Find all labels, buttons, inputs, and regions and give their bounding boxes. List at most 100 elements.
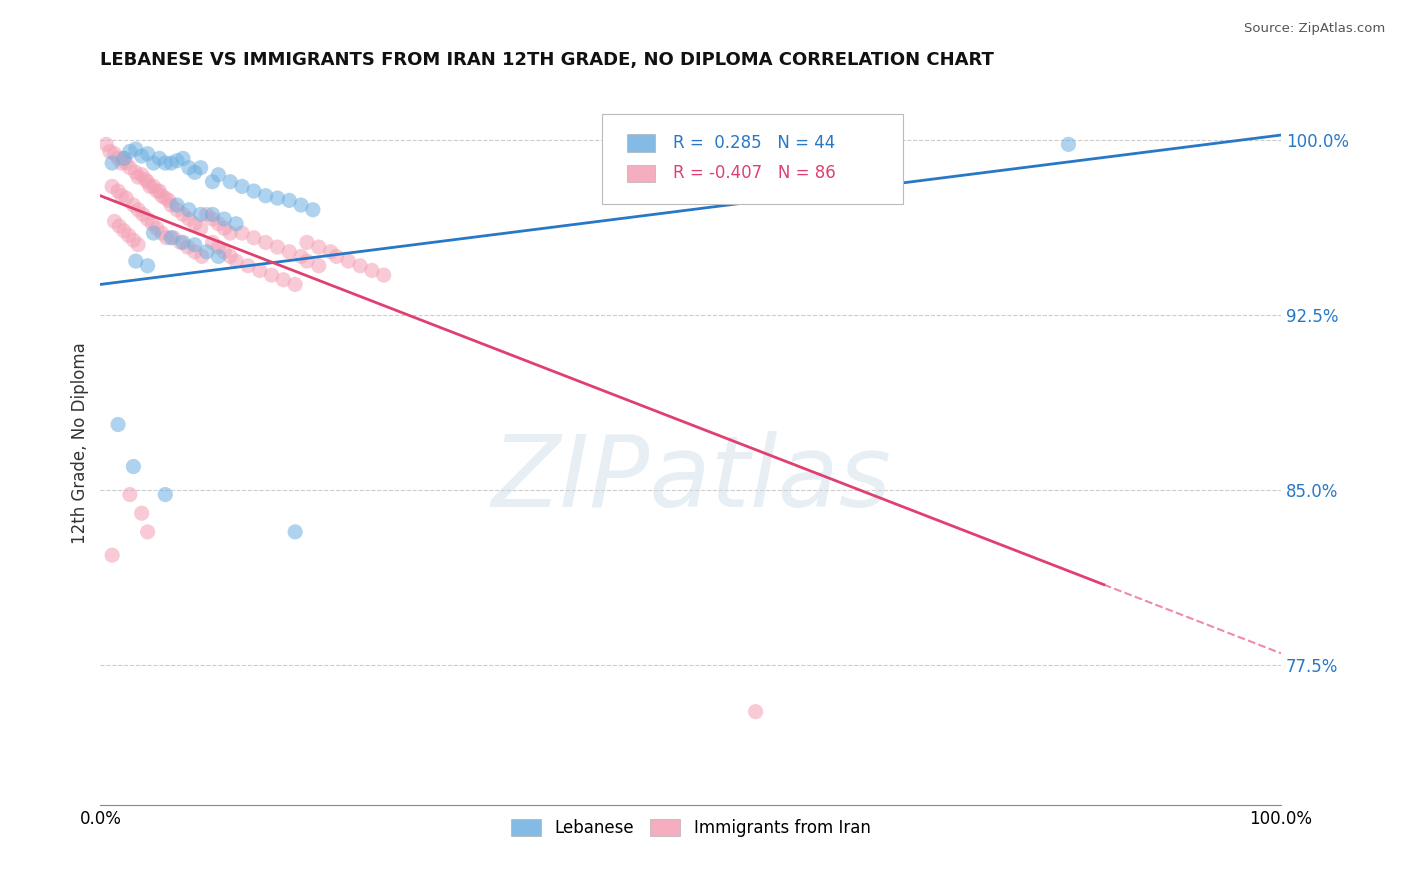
Point: [107, 152, 129, 166]
Point: [107, 417, 129, 432]
Point: [201, 235, 224, 250]
Point: [201, 207, 224, 221]
Point: [142, 226, 165, 240]
Point: [136, 524, 159, 539]
Point: [122, 198, 145, 212]
Point: [284, 277, 307, 292]
Text: ZIPatlas: ZIPatlas: [491, 431, 890, 528]
Text: R =  0.285   N = 44: R = 0.285 N = 44: [673, 134, 835, 152]
Point: [278, 194, 301, 208]
FancyBboxPatch shape: [627, 164, 655, 182]
Point: [184, 237, 207, 252]
FancyBboxPatch shape: [602, 114, 903, 204]
Point: [131, 506, 153, 520]
Point: [219, 175, 242, 189]
Point: [103, 214, 125, 228]
Point: [107, 184, 129, 198]
Point: [172, 207, 194, 221]
Point: [118, 228, 141, 243]
Point: [155, 191, 177, 205]
Point: [127, 202, 149, 217]
Point: [160, 231, 183, 245]
Point: [373, 268, 395, 282]
Point: [155, 487, 177, 501]
Point: [184, 244, 207, 259]
Point: [184, 165, 207, 179]
Point: [108, 219, 131, 233]
Point: [177, 240, 200, 254]
Point: [284, 524, 307, 539]
Point: [290, 198, 312, 212]
Point: [219, 249, 242, 263]
Point: [118, 161, 141, 175]
Point: [125, 254, 148, 268]
Text: R = -0.407   N = 86: R = -0.407 N = 86: [673, 164, 835, 182]
Point: [172, 235, 194, 250]
Point: [142, 156, 165, 170]
Point: [214, 244, 236, 259]
Point: [160, 156, 183, 170]
Point: [146, 184, 169, 198]
Point: [166, 202, 188, 217]
Point: [1057, 137, 1080, 152]
Point: [118, 145, 141, 159]
Point: [744, 705, 766, 719]
Point: [295, 254, 318, 268]
Point: [201, 212, 224, 227]
Point: [243, 231, 266, 245]
Point: [132, 207, 155, 221]
Point: [127, 169, 149, 184]
Point: [136, 146, 159, 161]
Point: [172, 152, 194, 166]
Point: [134, 172, 156, 186]
Y-axis label: 12th Grade, No Diploma: 12th Grade, No Diploma: [72, 343, 89, 544]
Point: [162, 231, 184, 245]
Point: [266, 191, 288, 205]
Point: [214, 212, 236, 227]
Point: [195, 244, 218, 259]
Point: [125, 165, 148, 179]
Point: [148, 152, 170, 166]
Point: [243, 184, 266, 198]
Point: [103, 146, 125, 161]
Point: [150, 226, 173, 240]
Point: [101, 156, 124, 170]
Point: [155, 231, 177, 245]
Point: [127, 237, 149, 252]
Point: [118, 487, 141, 501]
Point: [110, 156, 132, 170]
Point: [157, 194, 180, 208]
Point: [139, 179, 162, 194]
Point: [236, 259, 259, 273]
Point: [290, 249, 312, 263]
Point: [150, 188, 173, 202]
Point: [225, 254, 247, 268]
Point: [136, 175, 159, 189]
Point: [148, 184, 170, 198]
Point: [115, 191, 138, 205]
Point: [131, 168, 153, 182]
Point: [207, 249, 229, 263]
Point: [184, 217, 207, 231]
Point: [110, 188, 132, 202]
Point: [254, 235, 277, 250]
Point: [177, 212, 200, 227]
Point: [302, 202, 325, 217]
Point: [191, 249, 214, 263]
Point: [142, 179, 165, 194]
Point: [266, 240, 288, 254]
Point: [125, 142, 148, 156]
Point: [166, 198, 188, 212]
Point: [177, 161, 200, 175]
Point: [141, 217, 163, 231]
Point: [122, 459, 145, 474]
Point: [166, 153, 188, 168]
Point: [112, 224, 135, 238]
Point: [278, 244, 301, 259]
Point: [231, 179, 253, 194]
Point: [308, 259, 330, 273]
Point: [219, 226, 242, 240]
Point: [101, 548, 124, 562]
Point: [231, 226, 253, 240]
Point: [112, 152, 135, 166]
